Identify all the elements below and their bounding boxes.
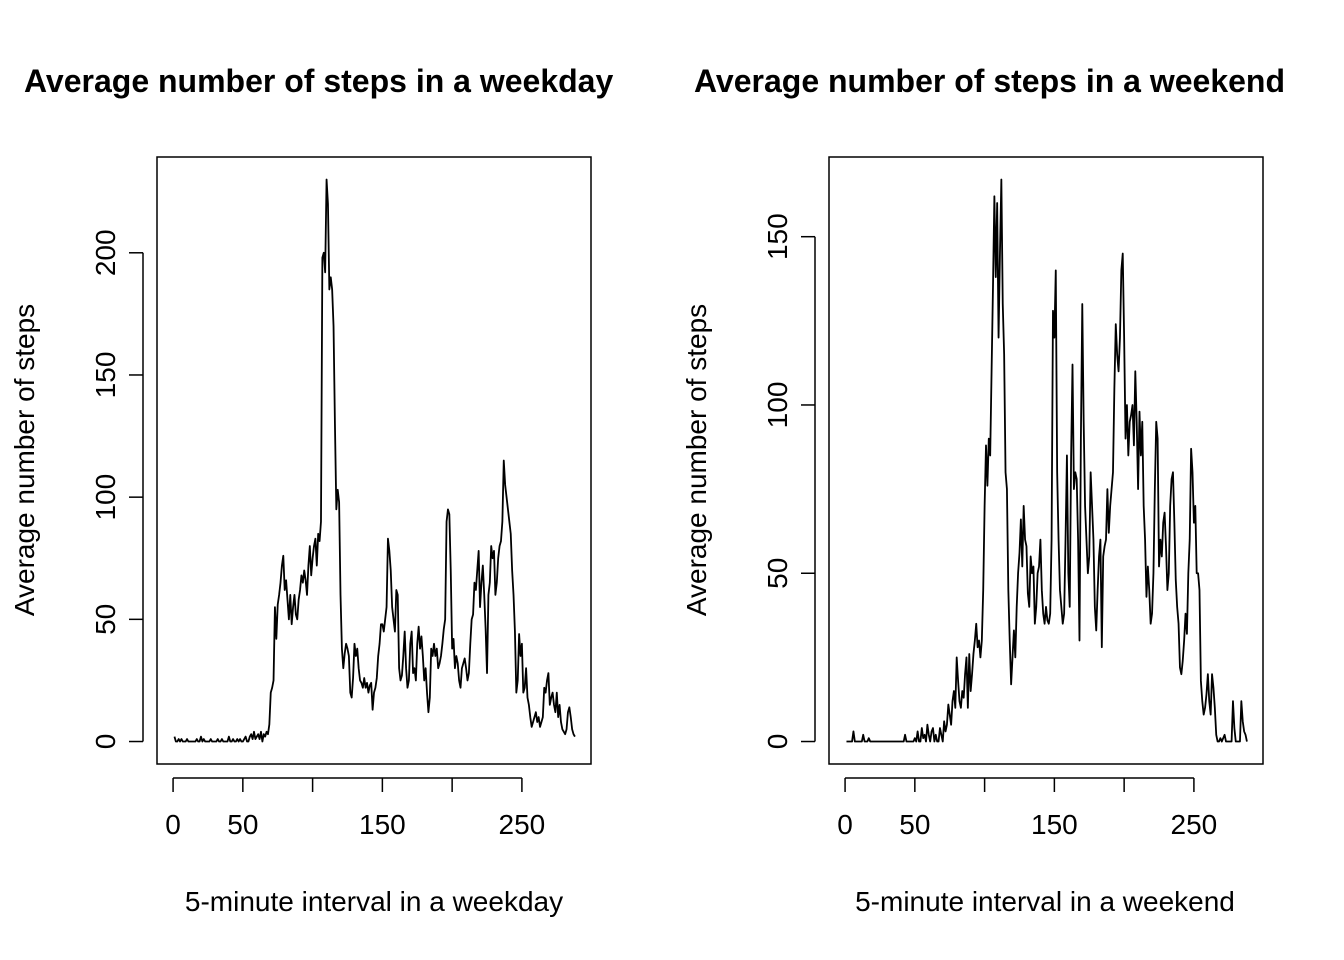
- weekend-y-tick-label: 0: [762, 734, 793, 750]
- weekday-y-tick-label: 150: [90, 352, 121, 399]
- weekend-y-axis-label: Average number of steps: [681, 304, 712, 616]
- weekend-y-tick-label: 100: [762, 382, 793, 429]
- weekday-y-tick-label: 50: [90, 604, 121, 635]
- weekend-series-line: [846, 178, 1248, 743]
- weekend-x-tick-label: 0: [837, 809, 853, 840]
- weekday-x-axis-label: 5-minute interval in a weekday: [185, 886, 563, 917]
- weekend-chart-panel: Average number of steps in a weekend 5-m…: [681, 63, 1285, 917]
- weekday-chart-title: Average number of steps in a weekday: [24, 63, 613, 99]
- weekend-y-tick-label: 50: [762, 558, 793, 589]
- weekday-series-line: [173, 178, 576, 743]
- weekend-chart-title: Average number of steps in a weekend: [694, 63, 1285, 99]
- weekend-x-tick-label: 50: [899, 809, 930, 840]
- weekday-chart-panel: Average number of steps in a weekday 5-m…: [9, 63, 613, 917]
- weekday-x-tick-label: 50: [227, 809, 258, 840]
- weekend-y-tick-label: 150: [762, 213, 793, 260]
- weekend-x-tick-label: 150: [1031, 809, 1078, 840]
- weekend-plot-frame: [828, 156, 1264, 765]
- weekday-x-tick-label: 150: [359, 809, 406, 840]
- weekend-x-tick-label: 250: [1171, 809, 1218, 840]
- weekday-y-tick-label: 100: [90, 474, 121, 521]
- weekend-x-axis-label: 5-minute interval in a weekend: [855, 886, 1235, 917]
- weekday-y-tick-label: 200: [90, 229, 121, 276]
- weekday-y-tick-label: 0: [90, 734, 121, 750]
- weekday-x-tick-label: 250: [499, 809, 546, 840]
- weekday-plot-frame: [156, 156, 592, 765]
- weekday-x-tick-label: 0: [165, 809, 181, 840]
- weekday-y-axis-label: Average number of steps: [9, 304, 40, 616]
